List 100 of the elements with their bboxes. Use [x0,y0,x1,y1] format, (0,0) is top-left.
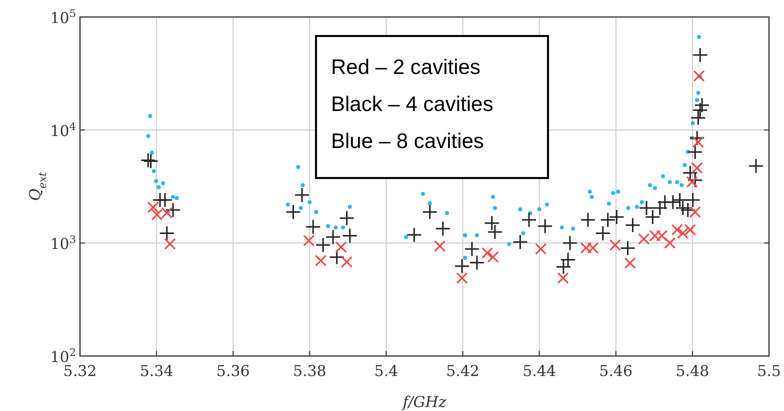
point [748,158,764,174]
point [286,202,290,207]
annotation: Blue – 8 cavities [331,130,484,153]
point [148,114,152,118]
point [544,202,549,207]
point [154,178,158,183]
point [348,204,352,209]
point [420,192,425,196]
point [487,251,499,263]
point [285,204,301,220]
point [634,204,639,209]
point [463,233,468,238]
x-tick-label: 5.34 [140,362,174,380]
point [624,257,636,269]
point [692,102,708,118]
point [435,220,451,236]
point [521,231,526,236]
point [595,225,611,241]
point [590,194,594,199]
point [314,210,318,214]
point [326,224,330,228]
point [507,242,512,246]
point [664,237,676,249]
point [484,215,500,231]
point [560,252,576,268]
point [648,183,652,188]
point [607,202,611,206]
annotation: Red – 2 cavities [331,56,480,79]
point [692,136,704,148]
point [695,98,700,102]
point [147,201,159,214]
point [150,150,154,155]
point [159,225,175,241]
point [600,212,616,228]
point [342,228,358,244]
point [562,235,578,251]
point [696,35,701,40]
point [474,233,479,238]
point [512,234,528,250]
point [294,187,310,203]
point [143,153,159,169]
point [652,200,668,216]
point [305,219,321,235]
point [537,207,542,212]
point [140,152,156,168]
point [456,272,468,284]
point [329,249,345,265]
point [404,235,408,239]
point [692,47,708,63]
point [340,256,353,268]
point [463,256,468,260]
point [428,201,432,206]
point [694,97,710,113]
point [626,206,630,210]
point [616,190,620,194]
point [521,212,537,228]
point [687,144,703,160]
point [557,272,569,284]
point [454,258,470,274]
point [609,239,621,251]
point [518,207,522,212]
point [537,218,553,234]
point [640,200,644,204]
point [339,210,355,226]
point [691,162,703,174]
point [660,174,665,178]
point [422,204,438,220]
point [300,183,305,188]
point [152,169,156,174]
y-tick-label: 10$^{5}$ [50,8,76,27]
point [164,238,176,250]
point [161,181,166,186]
point [675,180,680,184]
point [620,240,636,256]
point [315,237,331,253]
point [171,194,176,199]
point [668,180,672,184]
point [325,229,341,245]
point [571,226,576,231]
x-tick-label: 5.46 [599,362,633,380]
x-tick-label: 5.38 [292,362,326,380]
point [492,206,497,210]
x-tick-label: 5.36 [216,362,250,380]
x-tick-label: 5.5 [757,362,781,380]
point [682,163,687,168]
point [556,259,572,275]
point [434,240,446,252]
point [580,212,596,228]
point [174,196,179,200]
point [406,227,422,243]
x-tick-label: 5.4 [374,362,398,380]
point [689,206,701,218]
point [308,200,312,204]
point [680,183,684,188]
point [491,194,496,199]
point [303,234,315,246]
annotation: Black – 4 cavities [331,93,494,116]
point [690,121,695,126]
point [624,217,640,233]
point [686,176,698,188]
